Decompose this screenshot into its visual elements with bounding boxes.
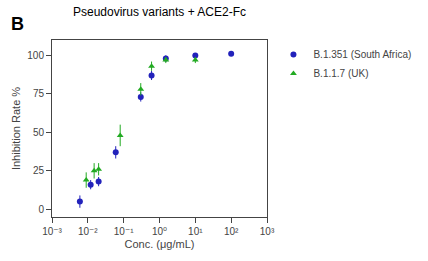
svg-text:B.1.1.7 (UK): B.1.1.7 (UK)	[313, 68, 368, 79]
svg-text:75: 75	[33, 88, 45, 99]
svg-text:Conc. (μg/mL): Conc. (μg/mL)	[125, 238, 195, 250]
svg-text:25: 25	[33, 165, 45, 176]
svg-text:Inhibition Rate %: Inhibition Rate %	[10, 87, 22, 170]
svg-text:10¹: 10¹	[188, 226, 203, 237]
svg-text:10⁻¹: 10⁻¹	[114, 226, 134, 237]
svg-text:Pseudovirus variants + ACE2-Fc: Pseudovirus variants + ACE2-Fc	[73, 5, 246, 19]
svg-text:10⁻³: 10⁻³	[42, 226, 62, 237]
svg-text:50: 50	[33, 127, 45, 138]
svg-text:10⁰: 10⁰	[152, 226, 167, 237]
svg-text:0: 0	[38, 204, 44, 215]
svg-text:10³: 10³	[260, 226, 275, 237]
svg-text:10²: 10²	[224, 226, 239, 237]
svg-text:B.1.351 (South Africa): B.1.351 (South Africa)	[313, 49, 411, 60]
svg-text:100: 100	[27, 50, 44, 61]
svg-text:B: B	[11, 14, 24, 34]
svg-text:10⁻²: 10⁻²	[78, 226, 98, 237]
